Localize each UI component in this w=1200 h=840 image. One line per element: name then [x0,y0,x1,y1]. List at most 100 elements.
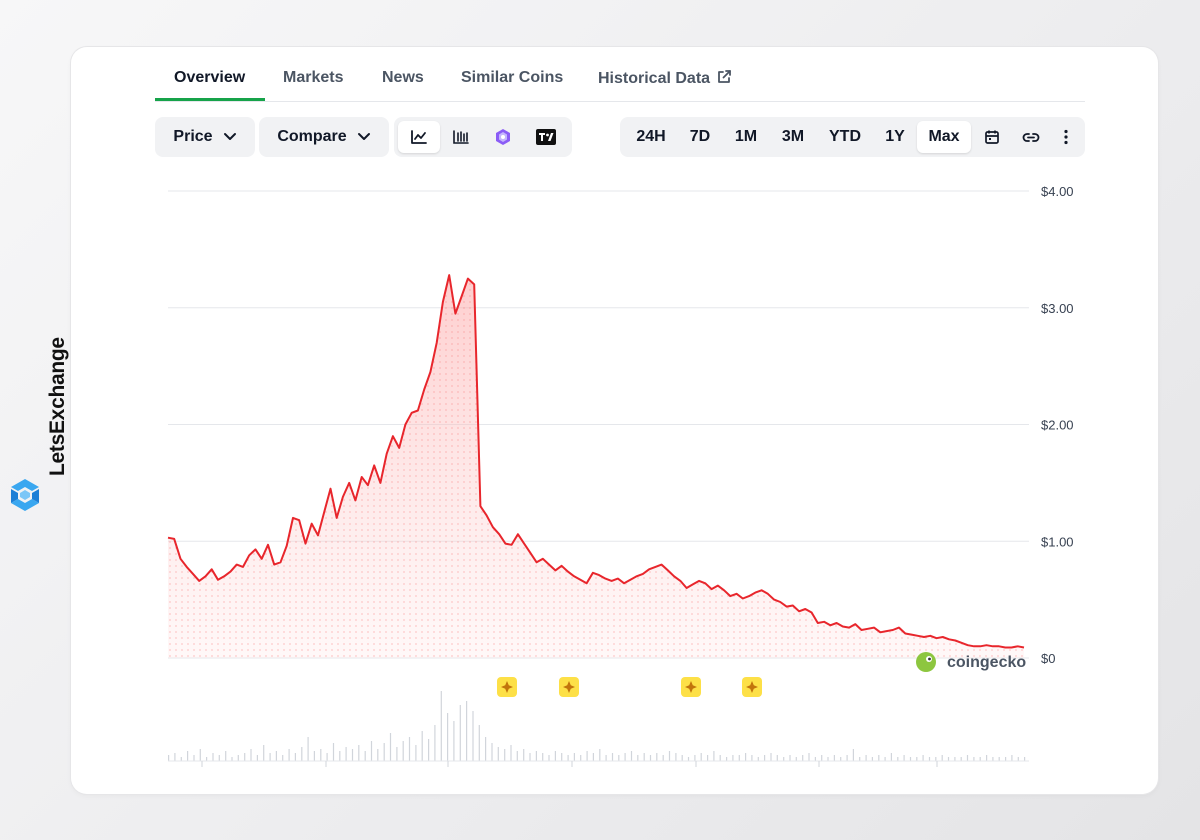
volume-bar [681,755,683,761]
volume-bar [168,755,170,761]
coingecko-watermark: coingecko [916,652,1026,672]
brand-name: LetsExchange [46,337,69,476]
volume-bar [497,747,499,761]
volume-bar [434,725,436,761]
range-1y-button[interactable]: 1Y [885,128,905,145]
volume-bar [320,749,322,761]
date-picker-button[interactable] [974,121,1010,153]
volume-bar [656,753,658,761]
volume-bar [713,751,715,761]
ai-gem-button[interactable] [482,121,524,153]
tab-historical-data[interactable]: Historical Data [598,69,732,88]
volume-bar [478,725,480,761]
volume-bar [662,755,664,761]
volume-bar [339,751,341,761]
volume-bar [637,755,639,761]
volume-bar [364,751,366,761]
link-icon [1022,133,1040,142]
volume-bar [738,755,740,761]
tab-markets[interactable]: Markets [283,69,344,86]
price-series-line[interactable] [167,274,1025,649]
tab-similar-coins[interactable]: Similar Coins [461,69,564,86]
volume-bar [218,755,220,761]
price-dropdown[interactable]: Price [155,117,255,157]
volume-bar [827,757,829,761]
volume-bar [992,757,994,761]
volume-bar [668,751,671,761]
range-7d-button[interactable]: 7D [689,128,711,145]
volume-bar [440,691,442,761]
volume-bar [675,753,677,761]
calendar-icon [985,130,999,144]
event-marker[interactable] [559,677,579,697]
volume-bar [941,755,943,761]
volume-bar [700,753,702,761]
chart-type-switcher [394,117,572,157]
volume-bar [269,753,271,761]
volume-bar [402,741,404,761]
range-3m-button[interactable]: 3M [781,128,805,145]
tab-news[interactable]: News [382,69,424,86]
volume-bar [275,751,277,761]
volume-bar [821,755,823,761]
event-marker[interactable] [497,677,517,697]
volume-bar [231,757,233,761]
tradingview-button[interactable] [524,121,568,153]
volume-bar [529,753,531,761]
range-ytd-button[interactable]: YTD [829,128,861,145]
volume-bar [523,749,525,761]
volume-bar [244,753,246,761]
candlestick-chart-icon [453,130,469,144]
volume-bar [846,755,848,761]
volume-bar [871,757,873,761]
time-range-switcher: 24H 7D 1M 3M YTD 1Y Max [620,117,1085,157]
line-chart-icon [411,130,427,144]
range-24h-button[interactable]: 24H [636,128,666,145]
share-link-button[interactable] [1012,121,1050,153]
volume-bar [504,749,506,761]
y-tick-label: $2.00 [1041,418,1074,433]
volume-bar [199,749,201,761]
volume-bar [973,757,975,761]
volume-bar [510,745,512,761]
volume-bar [618,755,620,761]
volume-bar [928,757,931,761]
letsexchange-logo-icon [11,479,39,511]
volume-bar [389,733,392,761]
candlestick-chart-button[interactable] [440,121,482,153]
price-chart[interactable]: $4.00 $3.00 $2.00 $1.00 $0 coingecko [71,47,1158,794]
volume-bar [732,755,734,761]
volume-bar [313,751,315,761]
range-max-button[interactable]: Max [917,121,971,153]
volume-bar [466,701,468,761]
volume-bar [370,741,373,761]
volume-bar [859,757,861,761]
volume-bar [599,749,601,761]
volume-bar [573,753,575,761]
chevron-down-icon [357,133,370,140]
volume-bar [808,753,810,761]
volume-bar [187,751,189,761]
tab-overview[interactable]: Overview [174,69,246,86]
compare-dropdown-label: Compare [277,128,347,145]
volume-bar [909,757,912,761]
volume-bar [897,757,899,761]
price-area-dots [168,275,1024,658]
volume-bar [649,755,652,761]
event-marker[interactable] [742,677,762,697]
more-options-button[interactable] [1052,121,1080,153]
volume-bar [687,757,690,761]
y-tick-label: $0 [1041,651,1055,666]
volume-bar [979,757,981,761]
volume-bar [358,745,360,761]
range-1m-button[interactable]: 1M [734,128,758,145]
volume-bar [206,757,208,761]
line-chart-button[interactable] [398,121,440,153]
compare-dropdown[interactable]: Compare [259,117,389,157]
event-marker[interactable] [681,677,701,697]
volume-bar [447,713,449,761]
volume-bar [174,753,176,761]
volume-bar [935,757,937,761]
volume-bar [694,755,696,761]
volume-bar [833,755,835,761]
